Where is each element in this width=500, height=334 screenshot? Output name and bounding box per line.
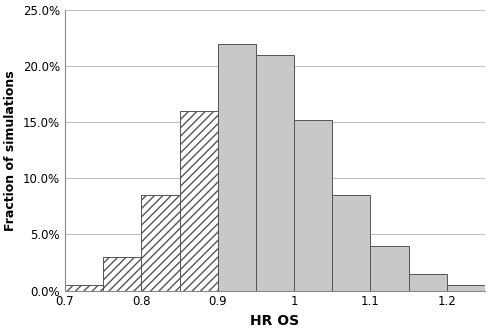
- Bar: [447, 285, 485, 291]
- X-axis label: HR OS: HR OS: [250, 314, 300, 328]
- Bar: [332, 195, 370, 291]
- Bar: [103, 257, 142, 291]
- Bar: [408, 274, 447, 291]
- Bar: [142, 195, 180, 291]
- Bar: [294, 120, 333, 291]
- Bar: [65, 285, 103, 291]
- Bar: [180, 111, 218, 291]
- Bar: [218, 44, 256, 291]
- Bar: [370, 246, 408, 291]
- Bar: [256, 55, 294, 291]
- Y-axis label: Fraction of simulations: Fraction of simulations: [4, 70, 18, 230]
